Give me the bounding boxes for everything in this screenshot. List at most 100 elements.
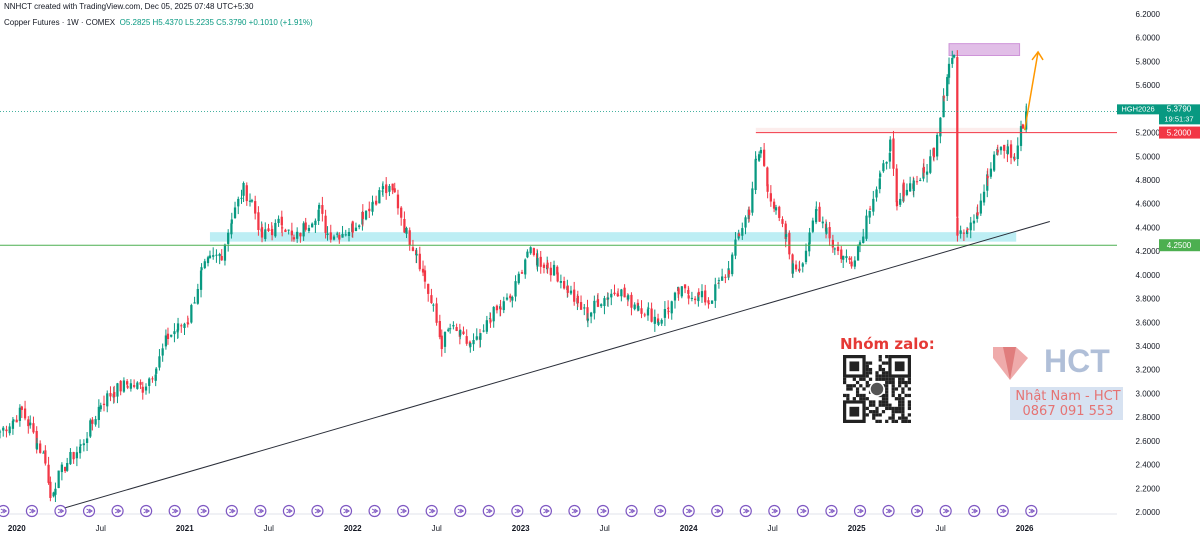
candle-body [32,423,35,433]
candle-body [946,77,949,97]
qr-module [901,400,905,404]
qr-module [875,419,879,423]
qr-module [885,393,889,398]
qr-module [891,413,895,417]
qr-module [855,380,860,385]
candle-body [132,385,136,387]
candle-body [831,239,835,248]
y-tick-label: 4.8000 [1136,176,1161,185]
candle-body [296,231,299,239]
candle-body [250,200,254,202]
candle-body [704,290,707,303]
event-icon-glyph [343,508,350,514]
candle-body [606,297,610,300]
candle-body [889,139,892,152]
candle-body [566,285,569,293]
event-icon-glyph [400,508,408,514]
candle-body [411,247,415,251]
candle-body [347,231,351,237]
candle-body [141,386,144,393]
candle-body [751,188,754,213]
candle-body [27,419,30,427]
qr-module [891,380,895,385]
candle-body [922,166,925,173]
candle-body [759,149,763,154]
candle-body [630,294,633,308]
qr-module [885,355,889,359]
qr-module [898,410,902,414]
candle-body [962,232,966,234]
qr-module [865,364,869,368]
candle-body [78,446,82,454]
candle-body [154,374,157,381]
candle-body [218,253,221,257]
qr-module [868,377,873,381]
qr-module [862,393,866,398]
candle-body [52,492,55,497]
candle-body [368,208,371,212]
candle-body [643,314,646,316]
event-icon-glyph [857,508,864,514]
candle-body [122,380,126,392]
candle-body [206,257,210,264]
candle-body [536,258,539,267]
candle-body [778,206,781,218]
candle-body [868,208,872,210]
candle-body [529,247,532,254]
qr-module [907,406,911,411]
candle-body [546,262,549,269]
candle-body [109,393,112,397]
qr-module [878,355,882,359]
qr-module [885,377,889,381]
candle-body [539,256,542,267]
candle-body [818,206,821,222]
candle-body [72,452,75,460]
qr-module [907,403,911,407]
candle-body [1009,144,1013,158]
candle-body [754,159,757,191]
qr-module [881,361,886,365]
candle-body [119,380,122,392]
candle-body [942,95,945,118]
candle-body [757,154,761,161]
event-icon-glyph [685,508,693,514]
event-icon-glyph [800,508,807,514]
event-icon-glyph [114,508,122,514]
events-row[interactable] [0,504,1038,518]
candle-body [600,304,603,307]
support-tag-label: 4.2500 [1167,241,1192,250]
event-icon-glyph [743,508,750,514]
candle-body [798,268,801,270]
candle-body [381,186,385,190]
y-tick-label: 5.0000 [1136,152,1161,161]
last-price-tag [1159,104,1200,125]
candle-body [393,188,396,193]
qr-module [901,416,905,420]
candle-body [868,210,871,218]
candle-body [939,117,942,137]
candle-body [479,333,482,340]
y-tick-label: 2.8000 [1136,413,1161,422]
candle-body [573,289,576,302]
event-icon-glyph [486,508,493,514]
candle-body [690,297,694,299]
qr-module [865,361,869,365]
qr-code [843,355,911,423]
qr-module [894,410,899,414]
candle-body [18,407,22,421]
candle-body [982,191,986,203]
candle-body [47,464,50,483]
x-tick-label: 2026 [1016,524,1034,533]
candle-body [569,290,573,294]
qr-module [898,400,902,404]
symbol-legend[interactable]: Copper Futures · 1W · COMEX O5.2825 H5.4… [4,18,313,27]
qr-module [881,403,886,407]
candle-body [952,55,956,58]
close-value: C5.3790 [216,18,247,27]
qr-module [907,419,911,423]
qr-module [885,403,889,407]
target-zone [948,43,1021,56]
candle-body [332,236,336,240]
